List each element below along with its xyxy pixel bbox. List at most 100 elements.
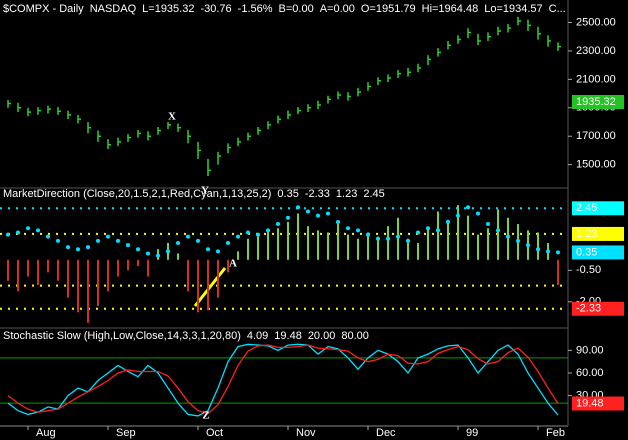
line-point bbox=[296, 205, 300, 210]
line-point bbox=[496, 228, 500, 233]
x-tick-label: Nov bbox=[296, 427, 316, 439]
value-box-label: 0.35 bbox=[576, 246, 597, 258]
y-tick-label: -0.50 bbox=[576, 264, 601, 276]
line-point bbox=[336, 219, 340, 224]
y-tick-label: 60.00 bbox=[576, 367, 604, 379]
line-point bbox=[506, 234, 510, 239]
header-text: 1.23 bbox=[336, 188, 357, 200]
line-point bbox=[166, 249, 170, 254]
line-point bbox=[346, 226, 350, 231]
annotation: X bbox=[168, 111, 176, 123]
line-point bbox=[26, 226, 30, 231]
line-point bbox=[376, 236, 380, 241]
line-point bbox=[66, 245, 70, 250]
trend-line bbox=[193, 267, 227, 307]
value-box bbox=[572, 95, 624, 109]
y-tick-label: 2100.00 bbox=[576, 73, 616, 85]
line-point bbox=[126, 243, 130, 248]
line-point bbox=[386, 236, 390, 241]
value-box bbox=[572, 201, 624, 216]
y-tick-label: 1500.00 bbox=[576, 159, 616, 171]
line-point bbox=[176, 240, 180, 245]
line-point bbox=[466, 205, 470, 210]
header-text: 2.45 bbox=[363, 188, 384, 200]
header-text: 19.48 bbox=[274, 330, 302, 342]
line-point bbox=[96, 238, 100, 243]
header-text: O=1951.79 bbox=[361, 3, 416, 15]
y-tick-label: 2500.00 bbox=[576, 16, 616, 28]
line-point bbox=[456, 213, 460, 218]
line-point bbox=[536, 247, 540, 252]
header-text: $COMPX - Daily bbox=[3, 3, 84, 15]
line-point bbox=[236, 234, 240, 239]
header-text: Hi=1964.48 bbox=[422, 3, 479, 15]
header-text: Stochastic Slow (High,Low,Close,14,3,3,1… bbox=[3, 330, 241, 342]
value-box-label: 2.45 bbox=[576, 202, 597, 214]
line-point bbox=[226, 240, 230, 245]
x-tick-label: Oct bbox=[206, 427, 223, 439]
header-text: Lo=1934.57 bbox=[484, 3, 542, 15]
line-point bbox=[366, 232, 370, 237]
header-text: -2.33 bbox=[305, 188, 330, 200]
line-point bbox=[436, 228, 440, 233]
value-box-label: 1.23 bbox=[576, 228, 597, 240]
header-text: 20.00 bbox=[308, 330, 336, 342]
line-point bbox=[406, 238, 410, 243]
line-point bbox=[196, 238, 200, 243]
value-box bbox=[572, 396, 624, 411]
line-point bbox=[556, 250, 560, 255]
value-box bbox=[572, 226, 624, 241]
line-point bbox=[146, 251, 150, 256]
y-tick-label: 1700.00 bbox=[576, 130, 616, 142]
line-point bbox=[306, 209, 310, 214]
line-point bbox=[186, 234, 190, 239]
line-point bbox=[516, 238, 520, 243]
line-point bbox=[156, 253, 160, 258]
annotation: A bbox=[229, 258, 237, 270]
header-text: B=0.00 bbox=[279, 3, 314, 15]
x-tick-label: Aug bbox=[36, 427, 56, 439]
line-point bbox=[526, 243, 530, 248]
y-tick-label: 90.00 bbox=[576, 344, 604, 356]
line-point bbox=[86, 245, 90, 250]
line-point bbox=[76, 247, 80, 252]
line-point bbox=[216, 249, 220, 254]
line-point bbox=[246, 230, 250, 235]
line-point bbox=[396, 234, 400, 239]
line-point bbox=[56, 238, 60, 243]
value-box-label: 1935.32 bbox=[576, 96, 616, 108]
header-text: L=1935.32 bbox=[142, 3, 194, 15]
line-point bbox=[206, 247, 210, 252]
line-point bbox=[446, 219, 450, 224]
line-point bbox=[416, 230, 420, 235]
line-point bbox=[46, 234, 50, 239]
annotation: Z bbox=[202, 410, 209, 422]
line-point bbox=[546, 249, 550, 254]
line-point bbox=[276, 222, 280, 227]
line-point bbox=[36, 228, 40, 233]
line-point bbox=[6, 232, 10, 237]
annotation: Y bbox=[201, 185, 209, 197]
y-tick-label: 2300.00 bbox=[576, 45, 616, 57]
line-point bbox=[266, 228, 270, 233]
x-tick-label: 99 bbox=[466, 427, 478, 439]
line-point bbox=[116, 238, 120, 243]
x-tick-label: Dec bbox=[376, 427, 396, 439]
header-text: 0.35 bbox=[277, 188, 298, 200]
line-point bbox=[476, 211, 480, 216]
header-text: NASDAQ bbox=[90, 3, 137, 15]
value-box-label: 19.48 bbox=[576, 397, 604, 409]
header-text: A=0.00 bbox=[320, 3, 355, 15]
header-text: -1.56% bbox=[238, 3, 273, 15]
line-point bbox=[316, 213, 320, 218]
header-text: 80.00 bbox=[341, 330, 369, 342]
x-tick-label: Sep bbox=[116, 427, 136, 439]
line-point bbox=[106, 234, 110, 239]
value-box-label: -2.33 bbox=[576, 303, 601, 315]
line-point bbox=[256, 232, 260, 237]
line-point bbox=[426, 226, 430, 231]
stochastic-line bbox=[7, 344, 559, 415]
